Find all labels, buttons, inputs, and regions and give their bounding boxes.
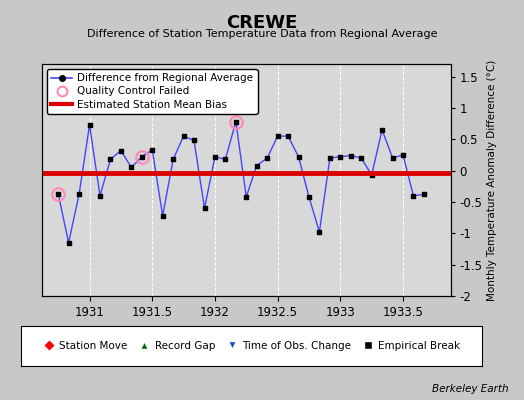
Point xyxy=(378,127,386,133)
Text: Berkeley Earth: Berkeley Earth xyxy=(432,384,508,394)
Point xyxy=(284,133,292,139)
Y-axis label: Monthly Temperature Anomaly Difference (°C): Monthly Temperature Anomaly Difference (… xyxy=(487,59,497,301)
Point xyxy=(232,118,240,125)
Point xyxy=(64,240,73,246)
Point xyxy=(274,133,282,139)
Point xyxy=(253,162,261,169)
Point xyxy=(106,156,115,162)
Point xyxy=(242,194,250,200)
Point xyxy=(326,155,334,161)
Legend: Difference from Regional Average, Quality Control Failed, Estimated Station Mean: Difference from Regional Average, Qualit… xyxy=(47,69,257,114)
Point xyxy=(346,152,355,159)
Point xyxy=(305,194,313,200)
Point xyxy=(367,172,376,178)
Point xyxy=(96,192,104,199)
Text: Difference of Station Temperature Data from Regional Average: Difference of Station Temperature Data f… xyxy=(87,29,437,39)
Point xyxy=(169,156,178,162)
Point xyxy=(388,155,397,161)
Point xyxy=(138,154,146,160)
Point xyxy=(263,155,271,161)
Point xyxy=(127,164,136,171)
Point xyxy=(336,154,344,160)
Point xyxy=(179,133,188,139)
Point xyxy=(211,154,219,160)
Point xyxy=(221,156,230,162)
Point xyxy=(409,192,418,199)
Point xyxy=(75,190,83,197)
Point xyxy=(158,212,167,219)
Point xyxy=(117,147,125,154)
Legend: Station Move, Record Gap, Time of Obs. Change, Empirical Break: Station Move, Record Gap, Time of Obs. C… xyxy=(39,337,464,355)
Point xyxy=(357,155,365,161)
Text: CREWE: CREWE xyxy=(226,14,298,32)
Point xyxy=(190,137,198,144)
Point xyxy=(399,152,407,158)
Point xyxy=(315,229,323,235)
Point xyxy=(54,190,62,197)
Point xyxy=(85,122,94,128)
Point xyxy=(294,154,303,160)
Point xyxy=(420,191,428,198)
Point xyxy=(200,205,209,212)
Point xyxy=(148,147,157,153)
